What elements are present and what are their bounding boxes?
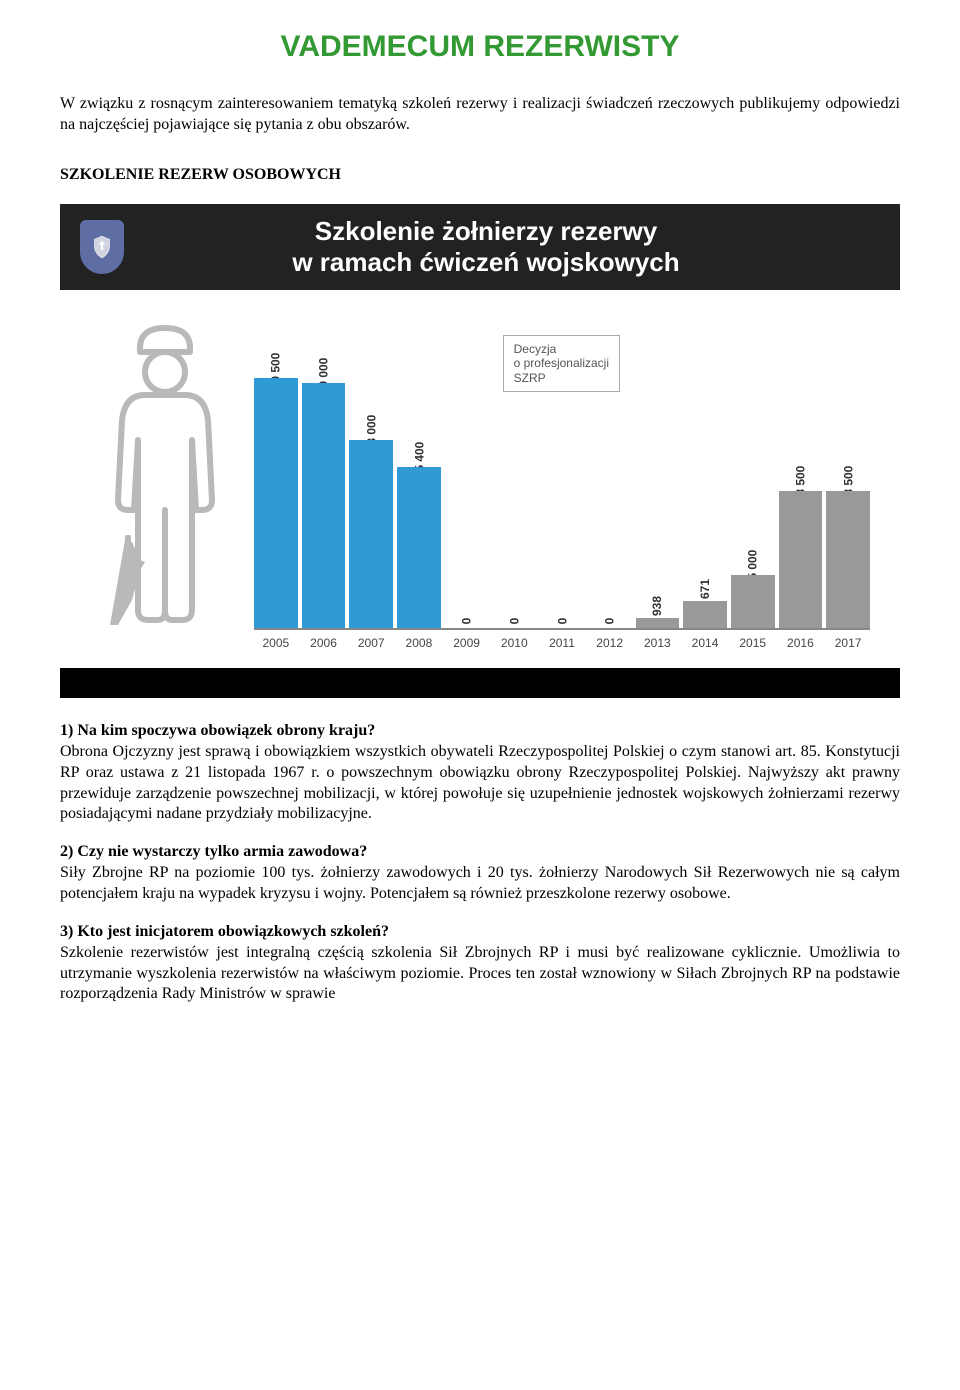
- bar-label-wrap: 0: [511, 592, 518, 628]
- bar-label-wrap: 0: [559, 592, 566, 628]
- x-axis-label: 2013: [636, 636, 680, 650]
- bar-label-wrap: 38 500: [830, 455, 867, 491]
- bar-value-label: 0: [460, 618, 474, 625]
- bar: [683, 601, 727, 628]
- x-axis-label: 2007: [349, 636, 393, 650]
- bar-label-wrap: 0: [463, 592, 470, 628]
- infographic-title: Szkolenie żołnierzy rezerwy w ramach ćwi…: [142, 216, 830, 278]
- x-axis-label: 2017: [826, 636, 870, 650]
- annotation-line3: SZRP: [514, 371, 546, 385]
- answer: Obrona Ojczyzny jest sprawą i obowiązkie…: [60, 742, 900, 825]
- question: 3) Kto jest inicjatorem obowiązkowych sz…: [60, 923, 900, 941]
- bar-value-label: 0: [603, 618, 617, 625]
- chart-container: Decyzja o profesjonalizacji SZRP 70 500 6…: [60, 300, 900, 630]
- x-axis-label: 2008: [397, 636, 441, 650]
- bar-label-wrap: 45 400: [401, 431, 438, 467]
- bar-group: 53 000: [349, 310, 393, 628]
- bar: [302, 383, 346, 628]
- bar-group: 38 500: [826, 310, 870, 628]
- chart-area: Decyzja o profesjonalizacji SZRP 70 500 6…: [254, 310, 870, 630]
- answer: Szkolenie rezerwistów jest integralną cz…: [60, 943, 900, 1005]
- x-axis-label: 2010: [492, 636, 536, 650]
- soldier-icon: [90, 310, 240, 630]
- bar-label-wrap: 53 000: [353, 404, 390, 440]
- bar-group: 70 500: [254, 310, 298, 628]
- annotation-line1: Decyzja: [514, 342, 557, 356]
- bar-group: 45 400: [397, 310, 441, 628]
- question: 2) Czy nie wystarczy tylko armia zawodow…: [60, 843, 900, 861]
- question: 1) Na kim spoczywa obowiązek obrony kraj…: [60, 722, 900, 740]
- bar-label-wrap: 15 000: [734, 539, 771, 575]
- bar: [731, 575, 775, 628]
- chart-x-axis: 2005200620072008200920102011201220132014…: [60, 630, 900, 650]
- chart-annotation: Decyzja o profesjonalizacji SZRP: [503, 335, 620, 392]
- bar: [779, 491, 823, 628]
- bar-group: 69 000: [302, 310, 346, 628]
- x-axis-label: 2006: [302, 636, 346, 650]
- answer: Siły Zbrojne RP na poziomie 100 tys. żoł…: [60, 863, 900, 905]
- x-axis-label: 2016: [779, 636, 823, 650]
- x-axis-label: 2005: [254, 636, 298, 650]
- x-axis-label: 2009: [445, 636, 489, 650]
- bar-group: 15 000: [731, 310, 775, 628]
- bar-label-wrap: 7 671: [690, 565, 720, 601]
- bar-label-wrap: 69 000: [305, 347, 342, 383]
- bar: [349, 440, 393, 628]
- x-axis-label: 2015: [731, 636, 775, 650]
- infographic-title-line1: Szkolenie żołnierzy rezerwy: [315, 216, 657, 246]
- bar: [254, 378, 298, 628]
- shield-badge-icon: [80, 220, 124, 274]
- eagle-icon: [89, 234, 115, 260]
- bar-group: 2 938: [636, 310, 680, 628]
- infographic-header: Szkolenie żołnierzy rezerwy w ramach ćwi…: [60, 204, 900, 290]
- infographic-title-line2: w ramach ćwiczeń wojskowych: [292, 247, 679, 277]
- intro-paragraph: W związku z rosnącym zainteresowaniem te…: [60, 94, 900, 136]
- bar: [636, 618, 680, 628]
- bar-value-label: 0: [555, 618, 569, 625]
- bar-label-wrap: 70 500: [257, 342, 294, 378]
- bar-label-wrap: 38 500: [782, 455, 819, 491]
- annotation-line2: o profesjonalizacji: [514, 356, 609, 370]
- x-axis-label: 2011: [540, 636, 584, 650]
- bar: [397, 467, 441, 628]
- bar: [826, 491, 870, 628]
- bar-group: 7 671: [683, 310, 727, 628]
- x-axis-label: 2014: [683, 636, 727, 650]
- bar-group: 38 500: [779, 310, 823, 628]
- bar-group: 0: [445, 310, 489, 628]
- bar-label-wrap: 2 938: [642, 582, 672, 618]
- bar-label-wrap: 0: [606, 592, 613, 628]
- section-heading: SZKOLENIE REZERW OSOBOWYCH: [60, 166, 900, 184]
- page-title: VADEMECUM REZERWISTY: [60, 30, 900, 64]
- bar-value-label: 0: [507, 618, 521, 625]
- divider-strip: [60, 668, 900, 698]
- qa-section: 1) Na kim spoczywa obowiązek obrony kraj…: [60, 722, 900, 1005]
- x-axis-label: 2012: [588, 636, 632, 650]
